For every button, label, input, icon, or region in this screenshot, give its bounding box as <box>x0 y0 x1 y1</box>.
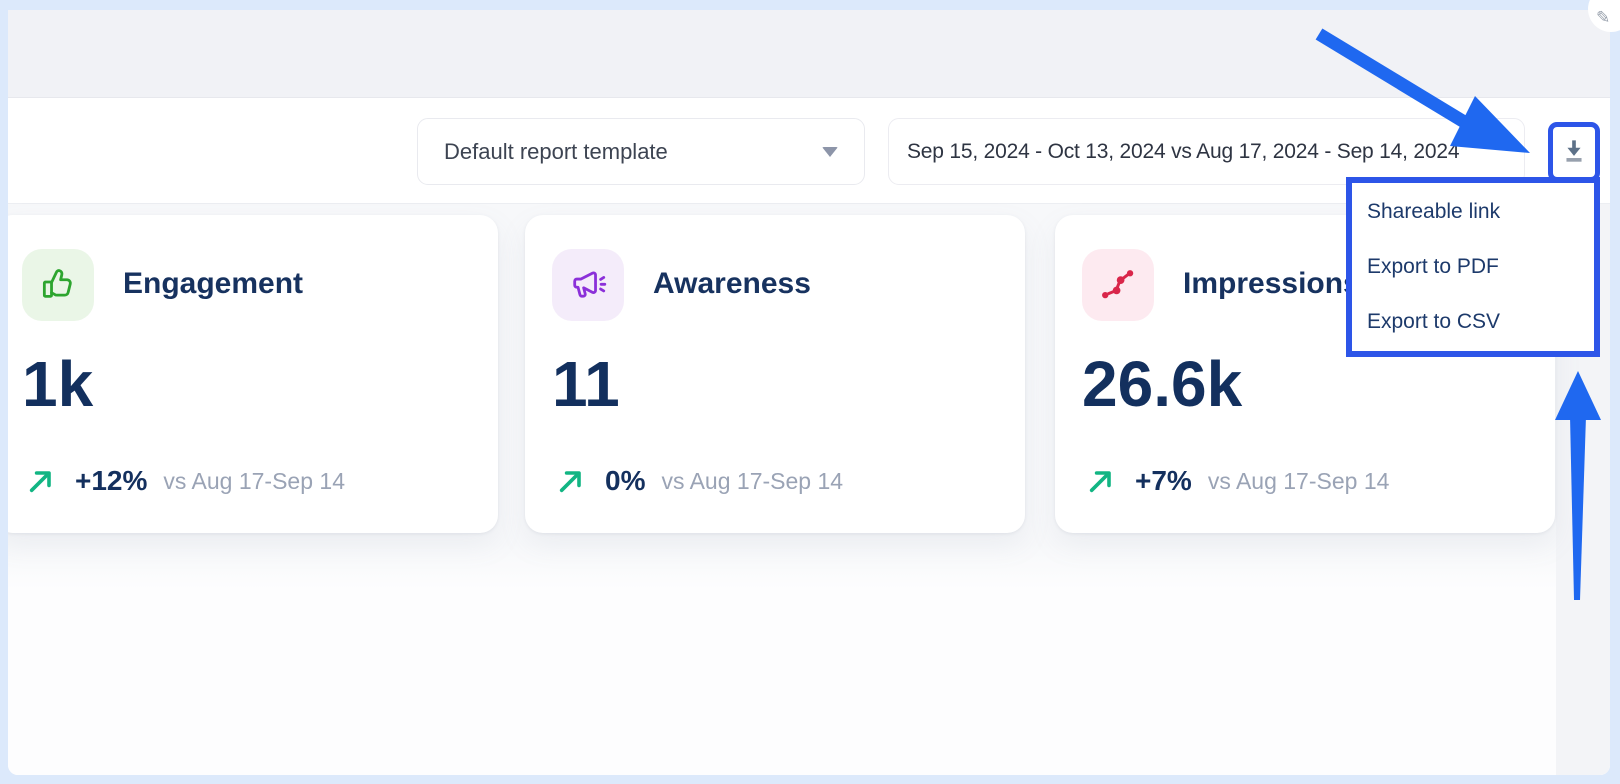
thumbs-up-icon <box>22 249 94 321</box>
export-download-button[interactable] <box>1559 135 1589 169</box>
megaphone-icon <box>552 249 624 321</box>
export-menu: Shareable link Export to PDF Export to C… <box>1346 177 1600 357</box>
report-template-select[interactable]: Default report template <box>417 118 865 185</box>
trend-change: +7% <box>1135 465 1192 496</box>
download-icon <box>1561 138 1587 166</box>
card-title: Impressions <box>1183 267 1360 300</box>
metric-card-engagement: Engagement 1k +12% vs Aug 17-Sep 14 <box>8 215 498 533</box>
metric-card-awareness: Awareness 11 0% vs Aug 17-Sep 14 <box>525 215 1025 533</box>
menu-item-export-csv[interactable]: Export to CSV <box>1352 296 1594 348</box>
card-trend: 0% vs Aug 17-Sep 14 <box>555 465 843 497</box>
trend-change: +12% <box>75 465 148 496</box>
menu-item-export-pdf[interactable]: Export to PDF <box>1352 241 1594 293</box>
trend-change: 0% <box>605 465 646 496</box>
card-value: 1k <box>22 348 94 420</box>
date-range-picker[interactable]: Sep 15, 2024 - Oct 13, 2024 vs Aug 17, 2… <box>888 118 1525 185</box>
trend-compare-label: vs Aug 17-Sep 14 <box>163 467 345 494</box>
trend-compare-label: vs Aug 17-Sep 14 <box>661 467 844 494</box>
metric-card-impressions: Impressions 26.6k +7% vs Aug 17-Sep 14 <box>1055 215 1555 533</box>
pencil-icon: ✎ <box>1596 8 1611 27</box>
trend-up-arrow-icon <box>25 465 57 497</box>
trend-up-arrow-icon <box>1085 465 1117 497</box>
top-bar <box>8 10 1610 98</box>
date-range-value: Sep 15, 2024 - Oct 13, 2024 vs Aug 17, 2… <box>907 139 1460 163</box>
card-value: 11 <box>552 348 620 420</box>
card-title: Engagement <box>123 267 304 300</box>
trend-up-arrow-icon <box>555 465 587 497</box>
menu-item-shareable-link[interactable]: Shareable link <box>1352 186 1594 238</box>
card-trend: +12% vs Aug 17-Sep 14 <box>25 465 345 497</box>
route-icon <box>1082 249 1154 321</box>
card-trend: +7% vs Aug 17-Sep 14 <box>1085 465 1389 497</box>
export-button-highlight <box>1548 122 1600 182</box>
report-template-select-value: Default report template <box>444 138 668 164</box>
card-value: 26.6k <box>1082 348 1243 420</box>
trend-compare-label: vs Aug 17-Sep 14 <box>1207 467 1390 494</box>
chevron-down-icon <box>822 146 838 157</box>
card-title: Awareness <box>653 267 811 300</box>
dashboard-window: Default report template Sep 15, 2024 - O… <box>8 10 1610 775</box>
